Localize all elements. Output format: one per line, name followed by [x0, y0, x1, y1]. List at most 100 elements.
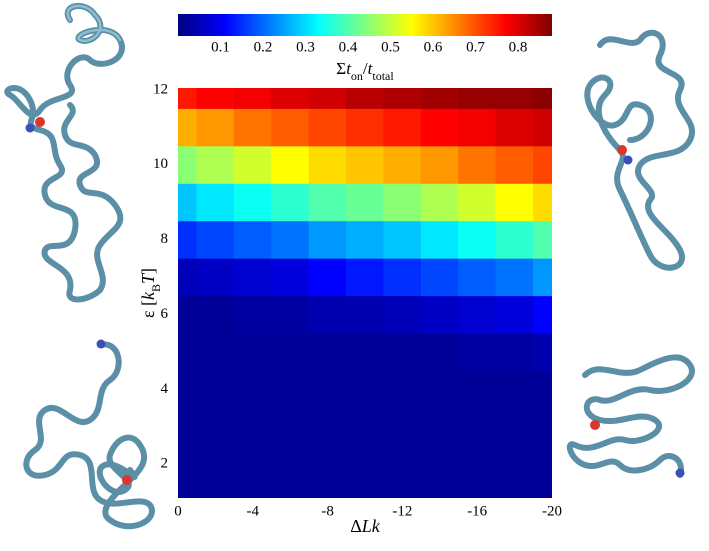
heat-cell: [495, 183, 534, 222]
heat-cell: [233, 482, 272, 498]
x-tick-label: -8: [321, 503, 334, 519]
colorbar-tick-label: 0.1: [211, 39, 230, 55]
heat-cell: [420, 445, 459, 484]
heat-cell: [308, 370, 347, 409]
heat-cell: [346, 332, 384, 371]
heat-cell: [533, 370, 552, 409]
heat-cell: [271, 482, 310, 498]
heat-cell: [383, 332, 422, 371]
heat-cell: [383, 482, 422, 498]
heat-cell: [178, 332, 197, 371]
heat-cell: [533, 332, 552, 371]
heat-cell: [178, 220, 197, 259]
heat-cell: [308, 407, 347, 446]
heat-cell: [346, 482, 384, 498]
heat-cell: [495, 108, 534, 147]
heat-cell: [533, 145, 552, 184]
heat-cell: [346, 407, 384, 446]
heat-cell: [271, 445, 310, 484]
heat-cell: [271, 145, 310, 184]
heat-cell: [495, 482, 534, 498]
heat-cell: [178, 183, 197, 222]
heat-cell: [383, 258, 422, 297]
heat-cell: [495, 220, 534, 259]
x-tick-label: -4: [247, 503, 260, 519]
heat-cell: [383, 145, 422, 184]
heat-cell: [233, 370, 272, 409]
heat-cell: [458, 370, 497, 409]
heat-cell: [233, 258, 272, 297]
heat-cell: [196, 145, 235, 184]
heat-cell: [383, 183, 422, 222]
heat-cell: [233, 145, 272, 184]
heat-cell: [458, 407, 497, 446]
heat-cell: [420, 183, 459, 222]
heat-cell: [458, 332, 497, 371]
heat-cell: [420, 407, 459, 446]
heat-cell: [495, 332, 534, 371]
heat-cell: [458, 445, 497, 484]
heat-cell: [346, 370, 384, 409]
heat-cell: [346, 183, 384, 222]
x-tick-label: 0: [174, 503, 182, 519]
heat-cell: [196, 88, 235, 109]
heat-cell: [458, 220, 497, 259]
heat-cell: [271, 220, 310, 259]
heatmap: [178, 88, 552, 498]
heat-cell: [420, 108, 459, 147]
x-tick-label: -12: [392, 503, 412, 519]
heat-cell: [533, 183, 552, 222]
y-tick-label: 2: [161, 456, 169, 472]
heat-cell: [533, 445, 552, 484]
heat-cell: [233, 445, 272, 484]
heat-cell: [196, 407, 235, 446]
colorbar-tick-label: 0.6: [424, 39, 443, 55]
colorbar-tick-label: 0.7: [466, 39, 485, 55]
heat-cell: [196, 445, 235, 484]
heat-cell: [233, 220, 272, 259]
polymer-top-left: [4, 3, 125, 303]
heat-cell: [308, 482, 347, 498]
heat-cell: [233, 407, 272, 446]
heat-cell: [458, 145, 497, 184]
heat-cell: [178, 407, 197, 446]
heat-cell: [458, 258, 497, 297]
heat-cell: [178, 108, 197, 147]
heat-cell: [271, 295, 310, 334]
heat-cell: [495, 258, 534, 297]
heat-cell: [420, 295, 459, 334]
heat-cell: [495, 145, 534, 184]
heat-cell: [458, 88, 497, 109]
heat-cell: [346, 145, 384, 184]
y-tick-label: 8: [161, 231, 169, 247]
heat-cell: [420, 145, 459, 184]
heat-cell: [271, 407, 310, 446]
heat-cell: [420, 220, 459, 259]
heat-cell: [308, 108, 347, 147]
heat-cell: [383, 407, 422, 446]
colorbar-tick-label: 0.2: [254, 39, 273, 55]
x-tick-label: -16: [467, 503, 487, 519]
heat-cell: [383, 370, 422, 409]
heat-cell: [495, 295, 534, 334]
polymer-top-right: [584, 29, 695, 271]
heat-cell: [178, 445, 197, 484]
heat-cell: [495, 370, 534, 409]
heat-cell: [420, 258, 459, 297]
heat-cell: [346, 108, 384, 147]
heat-cell: [308, 258, 347, 297]
heat-cell: [233, 295, 272, 334]
heat-cell: [308, 445, 347, 484]
colorbar-tick-label: 0.8: [509, 39, 528, 55]
polymer-bottom-left: [23, 339, 155, 530]
heat-cell: [196, 108, 235, 147]
heat-cell: [533, 220, 552, 259]
heat-cell: [196, 482, 235, 498]
heat-cell: [196, 183, 235, 222]
heat-cell: [458, 108, 497, 147]
heat-cell: [308, 220, 347, 259]
heat-cell: [233, 108, 272, 147]
heat-cell: [533, 258, 552, 297]
x-axis-label: ΔLk: [350, 516, 381, 536]
